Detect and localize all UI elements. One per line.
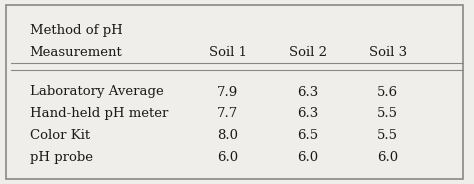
Text: 5.5: 5.5 (377, 129, 398, 142)
Text: Hand-held pH meter: Hand-held pH meter (30, 107, 168, 120)
Text: 6.0: 6.0 (297, 151, 318, 164)
Text: 7.7: 7.7 (217, 107, 238, 120)
Text: Soil 2: Soil 2 (289, 46, 327, 59)
Text: Laboratory Average: Laboratory Average (30, 86, 164, 98)
Text: 6.0: 6.0 (377, 151, 398, 164)
Text: Soil 3: Soil 3 (369, 46, 407, 59)
Text: pH probe: pH probe (30, 151, 92, 164)
Text: 5.5: 5.5 (377, 107, 398, 120)
Text: 6.3: 6.3 (297, 107, 319, 120)
Text: 6.5: 6.5 (297, 129, 318, 142)
Text: Measurement: Measurement (30, 46, 122, 59)
Text: Method of pH: Method of pH (30, 24, 122, 37)
Text: 7.9: 7.9 (217, 86, 238, 98)
Text: 6.3: 6.3 (297, 86, 319, 98)
Text: Color Kit: Color Kit (30, 129, 90, 142)
Text: Soil 1: Soil 1 (209, 46, 246, 59)
Text: 5.6: 5.6 (377, 86, 398, 98)
Text: 6.0: 6.0 (217, 151, 238, 164)
Text: 8.0: 8.0 (217, 129, 238, 142)
